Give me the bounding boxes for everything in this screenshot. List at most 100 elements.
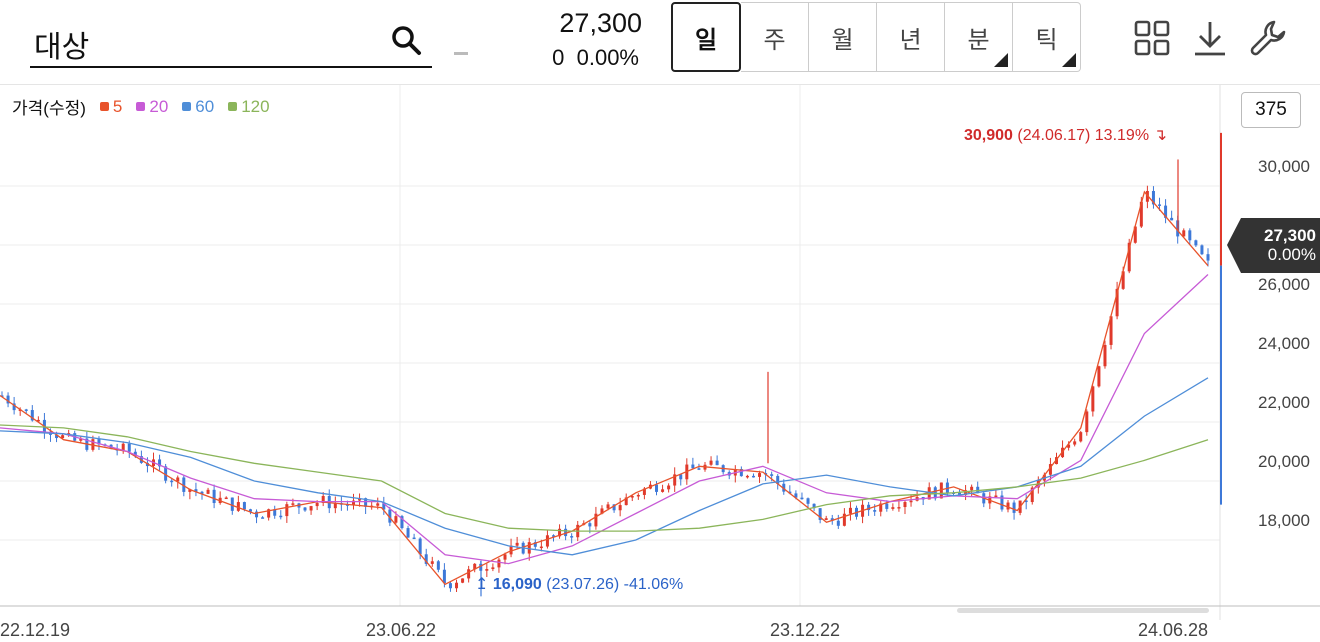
price-chart[interactable] xyxy=(0,85,1320,620)
candle-body xyxy=(1006,502,1010,510)
period-day-tab[interactable]: 일 xyxy=(671,2,741,72)
candle-body xyxy=(818,508,822,520)
candle-body xyxy=(291,503,295,505)
candle-body xyxy=(242,502,246,510)
candle-body xyxy=(309,506,313,511)
candle-body xyxy=(55,434,59,439)
legend-label: 20 xyxy=(149,96,169,116)
candle-body xyxy=(1109,316,1113,345)
candle-body xyxy=(594,513,598,527)
candle-body xyxy=(812,503,816,509)
period-tick-tab[interactable]: 틱 xyxy=(1013,2,1081,72)
legend-ma20[interactable]: 20 xyxy=(136,97,168,117)
candle-body xyxy=(279,515,283,518)
candle-body xyxy=(485,569,489,571)
candle-body xyxy=(782,483,786,492)
low-detail: (23.07.26) -41.06% xyxy=(546,576,684,593)
candle-body xyxy=(770,474,774,476)
x-tick-label: 23.06.22 xyxy=(366,620,437,640)
candle-body xyxy=(945,482,949,493)
candle-body xyxy=(794,493,798,498)
candle-body xyxy=(758,473,762,477)
candle-body xyxy=(873,510,877,512)
candle-body xyxy=(879,503,883,512)
period-month-tab[interactable]: 월 xyxy=(809,2,877,72)
candle-body xyxy=(909,500,913,503)
ma60-line xyxy=(0,377,1209,556)
search-icon[interactable] xyxy=(390,24,422,56)
candle-body xyxy=(1103,344,1107,367)
legend-ma60[interactable]: 60 xyxy=(182,97,214,117)
candle-count-box[interactable]: 375 xyxy=(1241,92,1301,128)
high-arrow-icon: ↴ xyxy=(1153,127,1167,144)
legend-label: 가격(수정) xyxy=(12,99,86,118)
chart-scrollbar[interactable] xyxy=(957,608,1209,613)
wrench-icon[interactable] xyxy=(1248,18,1288,58)
candle-body xyxy=(885,503,889,509)
candle-body xyxy=(1115,288,1119,317)
low-annotation: ↥ 16,090 (23.07.26) -41.06% xyxy=(475,574,683,594)
ma120-line xyxy=(0,424,1209,532)
search-box[interactable]: 대상 xyxy=(30,12,432,68)
x-tick-label: 23.12.22 xyxy=(770,620,841,640)
legend-ma120[interactable]: 120 xyxy=(228,96,270,117)
download-icon[interactable] xyxy=(1190,18,1230,58)
price-tag-percent: 0.00% xyxy=(1267,245,1316,264)
candle-body xyxy=(1079,432,1083,442)
candle-body xyxy=(655,484,659,492)
candle-body xyxy=(133,451,137,457)
candle-body xyxy=(667,485,671,490)
legend-label: 120 xyxy=(241,96,270,116)
candle-body xyxy=(1151,190,1155,205)
chart-legend: 가격(수정) 5 20 60 120 xyxy=(12,94,270,119)
y-tick-label: 30,000 xyxy=(1258,157,1310,176)
candle-body xyxy=(558,528,562,537)
period-week-tab[interactable]: 주 xyxy=(741,2,809,72)
candle-body xyxy=(1133,226,1137,243)
candle-body xyxy=(24,409,28,411)
candle-body xyxy=(182,477,186,492)
search-input[interactable]: 대상 xyxy=(34,31,90,64)
candle-body xyxy=(497,559,501,568)
candle-body xyxy=(388,509,392,523)
candle-body xyxy=(12,403,16,411)
price-tag-value: 27,300 xyxy=(1264,226,1316,245)
candle-body xyxy=(170,480,174,483)
candle-body xyxy=(345,504,349,506)
candle-body xyxy=(636,494,640,497)
x-tick-label: 22.12.19 xyxy=(0,620,71,640)
candle-body xyxy=(176,477,180,482)
candle-body xyxy=(321,496,325,503)
ma20-line xyxy=(0,274,1209,565)
period-label: 주 xyxy=(763,26,786,54)
layout-grid-icon[interactable] xyxy=(1132,18,1172,58)
candle-body xyxy=(800,497,804,500)
candle-body xyxy=(194,489,198,492)
legend-label: 60 xyxy=(195,96,215,116)
period-label: 분 xyxy=(967,26,990,54)
candle-body xyxy=(606,504,610,509)
candle-body xyxy=(248,509,252,512)
candle-body xyxy=(551,535,555,537)
candle-body xyxy=(1139,201,1143,227)
candle-body xyxy=(691,464,695,469)
candle-body xyxy=(970,486,974,491)
candle-body xyxy=(164,466,168,481)
candle-body xyxy=(206,489,210,494)
candle-body xyxy=(1097,366,1101,387)
y-tick-label: 18,000 xyxy=(1258,511,1310,530)
candle-body xyxy=(491,567,495,570)
period-minute-tab[interactable]: 분 xyxy=(945,2,1013,72)
candle-body xyxy=(230,497,234,511)
candle-body xyxy=(533,542,537,547)
candle-body xyxy=(903,502,907,508)
candle-body xyxy=(442,569,446,584)
current-price: 27,300 xyxy=(559,8,642,38)
price-change: 0 0.00% xyxy=(552,45,639,71)
candle-body xyxy=(503,554,507,560)
candle-body xyxy=(224,497,228,500)
candle-body xyxy=(939,482,943,499)
current-price-tag: 27,300 0.00% xyxy=(1227,218,1320,273)
period-year-tab[interactable]: 년 xyxy=(877,2,945,72)
legend-ma5[interactable]: 5 xyxy=(99,97,122,117)
